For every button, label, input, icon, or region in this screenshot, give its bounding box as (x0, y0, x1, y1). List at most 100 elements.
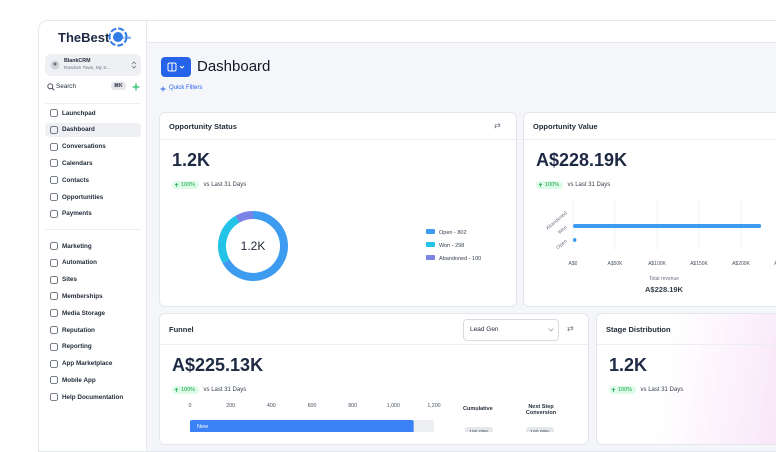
card-title: Stage Distribution (606, 325, 671, 334)
menu-item[interactable]: Automation (45, 256, 141, 270)
menu-item[interactable]: Marketing (45, 239, 141, 253)
card-title: Opportunity Status (169, 122, 237, 131)
change-badge: 100% (172, 386, 200, 394)
card-header (160, 113, 516, 140)
menu-label: Launchpad (62, 109, 96, 117)
up-arrow (174, 388, 179, 392)
search-icon (47, 83, 55, 91)
bar-label: New (197, 424, 208, 430)
card-value: A$225.13K (172, 355, 264, 375)
card-value: 1.2K (609, 355, 648, 375)
plus-icon (160, 86, 166, 92)
chart-layer: Open - 802 Won - 298 Abandoned - 100 1.2K A$… (174, 183, 776, 432)
menu-item[interactable]: Dashboard (45, 122, 141, 137)
menu-item[interactable]: Opportunities (45, 190, 141, 204)
menu-icon (50, 125, 58, 134)
dashboard-switcher[interactable] (161, 57, 191, 77)
top-bar (147, 21, 776, 43)
switcher-icon (167, 62, 185, 72)
menu-label: Help Documentation (62, 393, 124, 401)
x-tick-label: A$0 (569, 261, 578, 267)
pill (465, 427, 493, 432)
menu-item[interactable]: Media Storage (45, 306, 141, 320)
card-title: Opportunity Value (533, 122, 598, 131)
filter-icon[interactable]: ⇄ (567, 324, 574, 333)
donut-segment (235, 211, 254, 223)
search-shortcut: ⌘K (111, 82, 126, 90)
logo-badge: CRM (123, 36, 131, 40)
legend-swatch (426, 255, 435, 260)
period: vs Last 31 Days (640, 387, 684, 393)
x-tick-label: 200 (226, 403, 235, 409)
account-switcher[interactable]: BlankCRM Random Town, My S... (45, 54, 141, 76)
menu-item[interactable]: Launchpad (45, 106, 141, 120)
divider (45, 103, 141, 104)
conversion: 100.00% (530, 430, 550, 432)
bar (190, 420, 414, 432)
up-arrow (538, 183, 543, 187)
legend-swatch (426, 229, 435, 234)
change-badge: 100% (609, 386, 637, 394)
period: vs Last 31 Days (203, 387, 247, 393)
menu-label: Sites (62, 276, 78, 284)
chevron (548, 328, 554, 332)
filter-icon[interactable]: ⇄ (494, 121, 501, 130)
y-tick-label: Open (555, 238, 568, 251)
account-location: Random Town, My S... (64, 65, 111, 70)
quick-add[interactable] (132, 83, 140, 91)
menu-item[interactable]: App Marketplace (45, 357, 141, 371)
menu-icon (50, 176, 58, 185)
menu-item[interactable]: Calendars (45, 156, 141, 170)
menu-label: Reputation (62, 326, 95, 334)
x-tick-label: A$100K (648, 261, 666, 267)
menu-label: Payments (62, 210, 92, 218)
x-axis-label: Total revenue (649, 276, 679, 282)
card-title: Funnel (169, 325, 194, 334)
opportunity-status-card: Opportunity Status ⇄ 1.2K 100% vs Last 3… (159, 112, 517, 307)
divider (45, 229, 141, 230)
menu-item[interactable]: Reputation (45, 323, 141, 337)
menu-item[interactable]: Help Documentation (45, 390, 141, 404)
menu-icon (50, 376, 58, 385)
menu-label: Media Storage (62, 309, 106, 317)
x-tick-label: 400 (267, 403, 276, 409)
search[interactable]: Search (56, 83, 76, 90)
chevron (131, 61, 137, 69)
menu-label: Reporting (62, 343, 92, 351)
logo-icon (108, 27, 128, 47)
x-tick-label: 0 (189, 403, 192, 409)
x-tick-label: A$250K (774, 261, 776, 267)
cumulative: 100.00% (469, 430, 489, 432)
menu-label: Dashboard (62, 126, 95, 134)
menu-icon (50, 258, 58, 267)
column-header: Next Step Conversion (525, 404, 557, 416)
menu-icon (50, 242, 58, 250)
x-tick-label: 600 (308, 403, 317, 409)
change-badge: 100% (172, 181, 200, 189)
menu-icon (50, 142, 58, 151)
change-row: 100% vs Last 31 Days (609, 378, 683, 396)
opportunity-value-card: Opportunity Value A$228.19K 100% vs Last… (523, 112, 776, 307)
menu-item[interactable]: Mobile App (45, 373, 141, 387)
menu-label: Calendars (62, 159, 93, 167)
menu-item[interactable]: Payments (45, 207, 141, 221)
pipeline-select[interactable]: Lead Gen (463, 319, 559, 341)
card-header (597, 314, 776, 345)
menu-item[interactable]: Conversations (45, 140, 141, 154)
x-tick-label: A$200K (732, 261, 750, 267)
y-tick-label: Won (557, 224, 569, 235)
card-value: A$228.19K (536, 150, 628, 170)
legend-label: Abandoned - 100 (439, 256, 481, 262)
menu-icon (50, 159, 58, 168)
pill (526, 427, 554, 432)
menu-item[interactable]: Contacts (45, 173, 141, 187)
quick-filters[interactable]: Quick Filters (169, 85, 203, 91)
menu-icon (50, 109, 58, 117)
menu-icon (50, 342, 58, 351)
menu-item[interactable]: Sites (45, 273, 141, 287)
menu-item[interactable]: Memberships (45, 289, 141, 303)
logo: TheBest (58, 30, 110, 45)
x-tick-label: 1,200 (427, 403, 440, 409)
menu-item[interactable]: Reporting (45, 340, 141, 354)
menu-label: Conversations (62, 143, 106, 151)
